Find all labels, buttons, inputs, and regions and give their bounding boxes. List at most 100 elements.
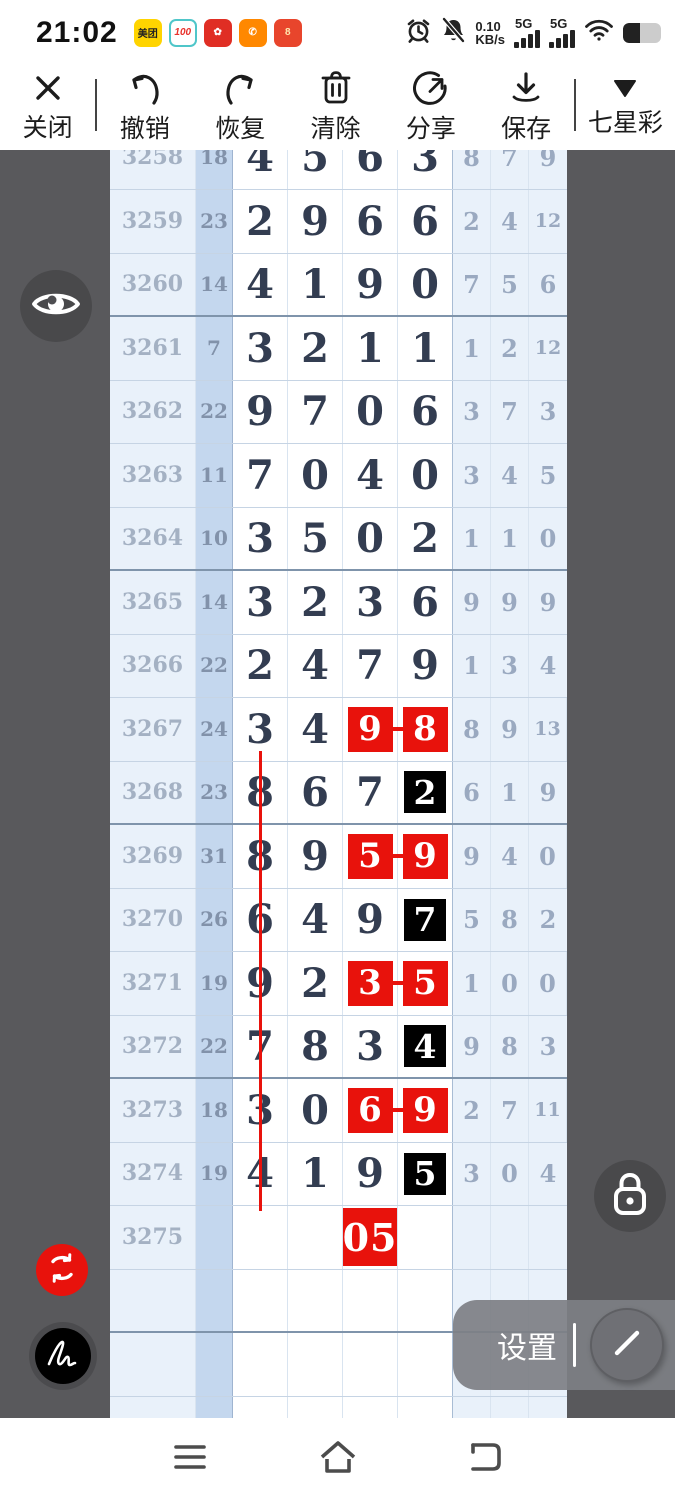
digit-cell [233,1333,288,1396]
digit-cell: 9 [343,253,398,315]
digit-cell: 4 [233,253,288,315]
menu-button[interactable] [160,1429,220,1489]
cell-value: 14 [200,589,228,614]
cell-value: 6 [301,768,329,816]
cell-value: 3 [356,1022,384,1070]
cell-value: 13 [534,717,561,740]
digit-cell: 9 [398,825,453,888]
digit-cell: 5 [398,952,453,1015]
sum-cell: 22 [196,1015,233,1077]
highlight-red-cell: 9 [402,1087,448,1133]
cell-value: 22 [200,653,228,677]
cell-value: 0 [539,523,557,553]
digit-cell: 1 [398,317,453,380]
digit-cell [343,1396,398,1418]
extra-cell: 7 [491,150,529,189]
cell-value: 7 [207,335,221,360]
share-button[interactable]: 分享 [383,70,478,145]
cell-value: 12 [534,209,562,232]
lock-button[interactable] [594,1160,666,1232]
chevron-down-icon [612,76,638,100]
chart-row-3265: 3265 14 3 2 3 6 9 9 9 [110,571,567,635]
cell-value: 2 [301,578,329,626]
sum-cell: 19 [196,952,233,1015]
cell-value: 2 [501,333,518,363]
lottery-trend-table[interactable]: 3258 18 4 5 6 3 8 7 9 3259 23 2 9 6 6 2 4 12 3260 14 4 1 9 0 7 5 6… [110,150,567,1418]
toolbar-divider [95,78,98,131]
cell-value: 6 [411,578,439,626]
cell-value: 0 [411,451,439,499]
digit-cell: 0 [343,380,398,443]
digit-cell: 6 [288,761,343,823]
chart-row-3266: 3266 22 2 4 7 9 1 3 4 [110,634,567,698]
cell-value: 23 [200,779,228,804]
digit-cell: 3 [343,571,398,634]
58-app-icon: 8 [273,18,302,47]
cell-value: 7 [463,269,480,299]
settings-button[interactable]: 设置 [497,1332,557,1365]
trend-link-dash [391,854,405,859]
period-cell [110,1333,196,1396]
digit-cell: 7 [343,634,398,697]
extra-cell: 8 [453,698,491,761]
cell-value: 3271 [121,969,184,996]
signal-bars-icon [549,29,575,48]
period-cell: 3262 [110,380,196,443]
highlight-black-cell: 2 [404,771,446,814]
chart-stage[interactable]: 3258 18 4 5 6 3 8 7 9 3259 23 2 9 6 6 2 4 12 3260 14 4 1 9 0 7 5 6… [0,150,675,1418]
cell-value: 3265 [121,588,184,615]
trend-line [259,751,262,1211]
cell-value: 2 [301,324,329,372]
clear-button[interactable]: 清除 [288,70,383,145]
extra-cell [491,1206,529,1269]
extra-cell: 8 [491,888,529,951]
cell-value: 7 [501,150,518,172]
extra-cell: 3 [491,634,529,697]
cell-value: 5 [463,905,480,934]
cell-value: 9 [463,841,480,871]
chart-row-3261: 3261 7 3 2 1 1 1 2 12 [110,317,567,381]
refresh-button[interactable] [36,1244,88,1296]
period-cell: 3270 [110,888,196,951]
share-icon [412,70,449,106]
cell-value: 0 [301,451,329,499]
notification-app-icons: 美团 100 ✿ ✆ 8 [133,18,302,47]
digit-cell: 2 [288,571,343,634]
sum-cell: 22 [196,380,233,443]
digit-cell: 4 [398,1015,453,1077]
digit-cell: 5 [398,1142,453,1205]
menu-icon [170,1442,210,1477]
chart-row-3275: 3275 05 [110,1206,567,1270]
toggle-visibility-button[interactable] [20,270,92,342]
redo-button[interactable]: 恢复 [193,70,288,145]
extra-cell: 4 [529,634,567,697]
save-button[interactable]: 保存 [478,70,573,145]
signature-tool-button[interactable] [35,1328,91,1384]
cell-value: 0 [356,514,384,562]
cell-value: 4 [301,642,329,689]
extra-cell: 0 [529,952,567,1015]
extra-cell: 3 [453,444,491,507]
back-button[interactable] [455,1429,515,1489]
extra-cell: 5 [529,444,567,507]
cell-value: 9 [356,1150,384,1197]
download-icon [508,70,544,106]
digit-cell [343,1333,398,1396]
lottery-type-dropdown[interactable]: 七星彩 [576,76,675,139]
sim2-signal: 5G [549,17,575,48]
cell-value: 10 [200,525,228,550]
digit-cell: 0 [288,1079,343,1142]
extra-cell: 6 [453,761,491,823]
trend-link-dash [391,1108,405,1113]
undo-button[interactable]: 撤销 [97,70,192,145]
period-cell: 3267 [110,698,196,761]
chart-row-3267: 3267 24 3 4 9 8 8 9 13 [110,698,567,762]
line-tool-button[interactable] [590,1308,664,1382]
network-speed-unit: KB/s [475,31,505,47]
cell-value: 4 [301,705,329,753]
home-button[interactable] [308,1429,368,1489]
cell-value: 2 [463,1095,480,1125]
close-button[interactable]: 关闭 [0,71,95,144]
trend-link-dash [391,981,405,986]
